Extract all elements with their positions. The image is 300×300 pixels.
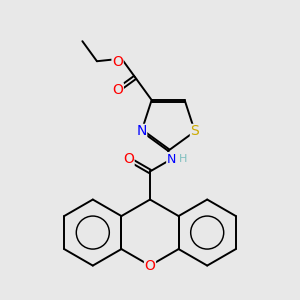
Text: S: S [190,124,199,138]
Text: O: O [112,55,123,68]
Text: H: H [179,154,187,164]
Text: O: O [123,152,134,166]
Text: O: O [112,83,123,97]
Text: N: N [136,124,147,138]
Text: O: O [145,259,155,273]
Text: N: N [167,153,176,166]
